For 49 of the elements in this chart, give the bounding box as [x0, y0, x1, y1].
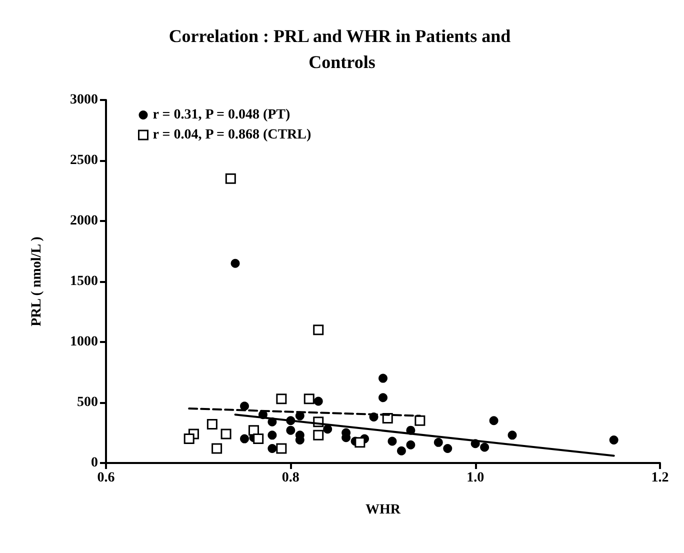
legend-label: r = 0.31, P = 0.048 (PT) [152, 108, 290, 122]
point [378, 393, 388, 402]
point [323, 424, 332, 434]
point [253, 434, 264, 444]
y-tick-label: 500 [77, 395, 98, 410]
point [609, 436, 618, 445]
point [184, 434, 194, 444]
point [396, 446, 406, 456]
point [286, 426, 296, 435]
point [230, 258, 240, 268]
point [268, 430, 277, 440]
point [354, 437, 366, 448]
point [434, 438, 443, 447]
point [206, 419, 218, 430]
y-tick-label: 0 [91, 456, 98, 470]
point [240, 434, 249, 444]
point [443, 444, 452, 453]
legend-label: r = 0.04, P = 0.868 (CTRL) [152, 128, 312, 142]
y-tick-label: 1500 [70, 274, 98, 289]
y-axis-title: PRL ( nmol/L ) [30, 236, 44, 326]
point [489, 416, 498, 426]
point [414, 415, 426, 426]
point [314, 396, 323, 406]
y-tick-label: 1000 [70, 334, 98, 350]
point [313, 430, 324, 440]
point [248, 425, 259, 436]
point [276, 443, 287, 454]
point [220, 428, 232, 440]
x-tick-label: 0.8 [282, 470, 300, 486]
x-tick-label: 1.2 [651, 470, 669, 486]
point [313, 324, 324, 336]
x-tick-label: 1.0 [466, 470, 484, 486]
point [212, 443, 222, 454]
point [480, 442, 490, 452]
point [240, 402, 249, 411]
point [378, 374, 388, 383]
point [268, 444, 277, 453]
y-tick-label: 2500 [70, 153, 98, 168]
x-tick-label: 0.6 [97, 470, 115, 486]
point [406, 440, 416, 450]
point [508, 430, 517, 440]
y-tick-label: 3000 [70, 92, 98, 108]
point [388, 436, 397, 446]
point [304, 394, 314, 404]
point [225, 173, 236, 184]
chart-title: Correlation : PRL and WHR in Patients and Controls [168, 26, 516, 72]
point [276, 394, 287, 404]
y-tick-label: 2000 [70, 214, 98, 228]
x-axis-title: WHR [366, 502, 402, 518]
